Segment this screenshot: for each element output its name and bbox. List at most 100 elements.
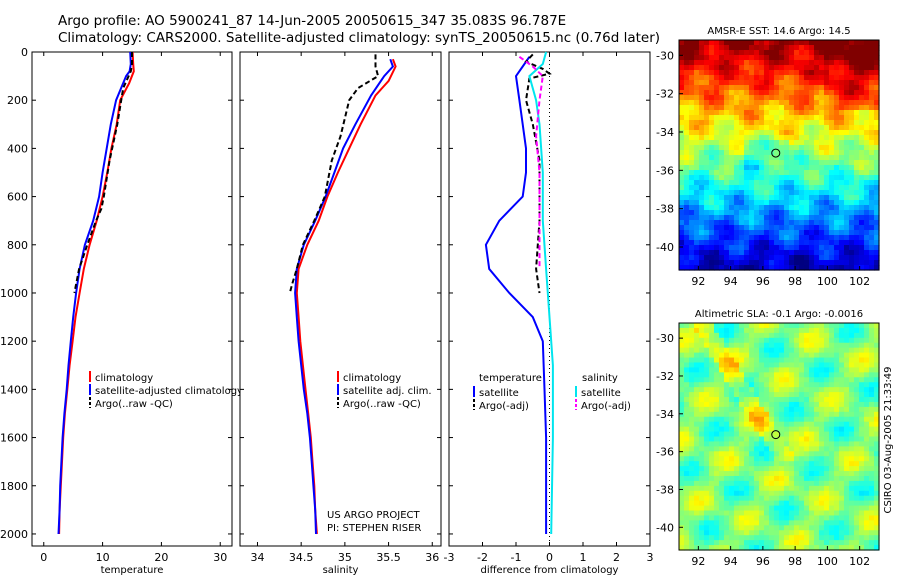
- sla-map-cell: [774, 352, 780, 359]
- sst-map-cell: [759, 100, 765, 106]
- sst-map-cell: [739, 220, 745, 226]
- sst-map-cell: [844, 225, 850, 231]
- sla-map-cell: [689, 332, 695, 339]
- sst-map-cell: [699, 80, 705, 86]
- sla-map-cell: [824, 545, 830, 551]
- sst-map-cell: [819, 85, 825, 91]
- sla-map-cell: [684, 332, 690, 339]
- sla-map-cell: [714, 337, 720, 344]
- sla-map-cell: [819, 510, 825, 517]
- sst-map-cell: [729, 155, 735, 161]
- sla-map-cell: [844, 401, 850, 408]
- sla-map-cell: [749, 421, 755, 428]
- sst-map-cell: [769, 105, 775, 111]
- sla-map-cell: [854, 352, 860, 359]
- sst-map-cell: [839, 110, 845, 116]
- sst-map-cell: [849, 80, 855, 86]
- sla-map-cell: [774, 421, 780, 428]
- sst-map-cell: [819, 40, 825, 46]
- sla-map-cell: [834, 461, 840, 467]
- sst-map-cell: [874, 55, 880, 61]
- sst-map-cell: [734, 205, 740, 211]
- sst-map-cell: [764, 70, 770, 76]
- sla-map-cell: [719, 530, 725, 536]
- sst-map-cell: [824, 115, 830, 121]
- sla-map-cell: [724, 530, 730, 536]
- sst-map-cell: [759, 50, 765, 56]
- sst-map-cell: [719, 45, 725, 51]
- sst-map-cell: [704, 60, 710, 66]
- temperature-series-argo: [73, 52, 133, 294]
- sst-map-cell: [744, 40, 750, 46]
- salinity-series-sat: [294, 58, 395, 535]
- sla-map-cell: [724, 520, 730, 526]
- sst-map-cell: [789, 210, 795, 216]
- sst-map-cell: [869, 185, 875, 191]
- sst-map-cell: [774, 105, 780, 111]
- sla-map-cell: [824, 362, 830, 369]
- sst-map-cell: [824, 45, 830, 51]
- sla-map-cell: [819, 416, 825, 423]
- sla-map-cell: [869, 362, 875, 369]
- sla-map-cell: [709, 500, 715, 507]
- sla-map-cell: [684, 520, 690, 526]
- sst-map-cell: [794, 245, 800, 251]
- sla-map-cell: [844, 323, 850, 329]
- sst-map-cell: [704, 225, 710, 231]
- sst-map-cell: [804, 65, 810, 71]
- sst-map-cell: [744, 205, 750, 211]
- sst-map-cell: [809, 170, 815, 176]
- sla-map-cell: [799, 475, 805, 482]
- sla-map-cell: [759, 525, 765, 531]
- sla-map-cell: [829, 352, 835, 359]
- sst-map-cell: [794, 140, 800, 146]
- sst-map-cell: [844, 215, 850, 221]
- sst-map-cell: [709, 250, 715, 256]
- sla-map-cell: [769, 387, 775, 393]
- sst-map-cell: [839, 105, 845, 111]
- sla-map-cell: [804, 387, 810, 393]
- sst-map-cell: [704, 70, 710, 76]
- sla-map-cell: [844, 545, 850, 551]
- sla-map-cell: [799, 500, 805, 507]
- difference-legend-entry: Argo(-adj): [581, 401, 631, 412]
- sla-map-cell: [794, 337, 800, 344]
- sst-map-cell: [794, 70, 800, 76]
- sst-map-cell: [754, 140, 760, 146]
- sla-map-cell: [734, 342, 740, 349]
- sla-map-cell: [689, 461, 695, 467]
- sst-map-cell: [739, 85, 745, 91]
- sla-map-cell: [719, 323, 725, 329]
- sla-map-cell: [759, 466, 765, 472]
- sst-map-cell: [759, 110, 765, 116]
- sla-map-cell: [734, 367, 740, 373]
- sla-map-cell: [839, 357, 845, 364]
- sst-map-cell: [844, 100, 850, 106]
- sst-map-cell: [849, 255, 855, 261]
- sla-map-cell: [834, 451, 840, 457]
- sla-map-cell: [789, 362, 795, 369]
- sst-map-cell: [769, 135, 775, 141]
- sla-map-cell: [859, 515, 865, 521]
- sla-map-cell: [839, 367, 845, 373]
- sst-map-cell: [749, 125, 755, 131]
- sla-map-cell: [869, 436, 875, 443]
- sst-map-cell: [824, 180, 830, 186]
- sst-map-cell: [704, 165, 710, 171]
- sla-map-cell: [799, 441, 805, 447]
- sst-map-cell: [749, 230, 755, 236]
- sla-map-cell: [804, 323, 810, 329]
- sst-map-cell: [739, 250, 745, 256]
- sla-map-cell: [724, 337, 730, 344]
- sla-map-cell: [759, 416, 765, 423]
- sst-map-cell: [679, 235, 685, 241]
- sla-map-cell: [814, 466, 820, 472]
- sla-map-cell: [874, 367, 880, 373]
- sla-map-cell: [744, 451, 750, 457]
- sst-map-cell: [779, 50, 785, 56]
- sst-map-cell: [714, 245, 720, 251]
- sla-map-cell: [684, 505, 690, 512]
- sst-map-cell: [774, 265, 780, 271]
- sla-map-cell: [844, 441, 850, 447]
- sla-map-cell: [834, 426, 840, 433]
